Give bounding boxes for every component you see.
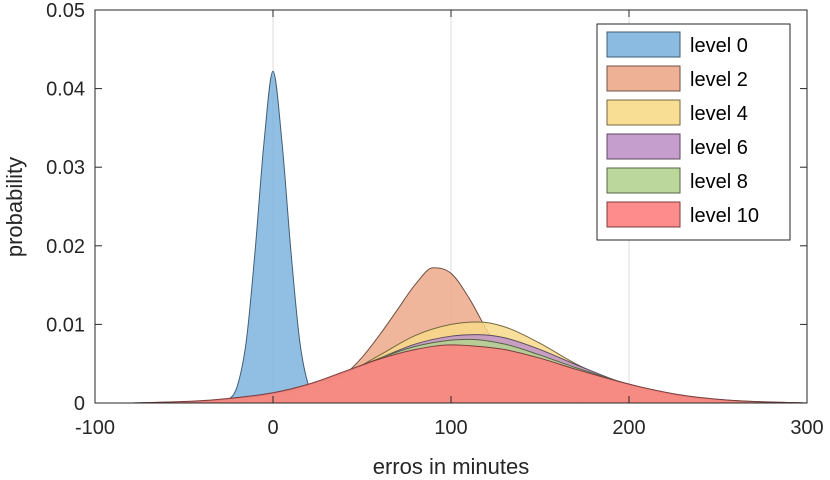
legend-label-level-2: level 2 <box>690 69 748 91</box>
x-tick-label: -100 <box>75 417 115 439</box>
x-tick-label: 300 <box>790 417 823 439</box>
legend-label-level-6: level 6 <box>690 137 748 159</box>
legend-label-level-10: level 10 <box>690 205 759 227</box>
y-tick-label: 0.04 <box>46 79 85 101</box>
y-tick-label: 0 <box>74 393 85 415</box>
axis-ticks <box>94 9 808 404</box>
y-tick-labels: 0 0.01 0.02 0.03 0.04 0.05 <box>46 0 85 415</box>
legend-swatch-level-0 <box>606 31 681 58</box>
legend-label-level-0: level 0 <box>690 35 748 57</box>
y-axis-title: probability <box>2 157 27 257</box>
legend: level 0 level 2 level 4 level 6 level 8 level… <box>596 23 791 241</box>
y-tick-label: 0.02 <box>46 236 85 258</box>
x-tick-label: 200 <box>612 417 645 439</box>
legend-swatch-level-8 <box>606 167 681 194</box>
legend-label-level-8: level 8 <box>690 171 748 193</box>
y-tick-label: 0.03 <box>46 157 85 179</box>
x-tick-label: 100 <box>434 417 467 439</box>
y-tick-label: 0.01 <box>46 314 85 336</box>
y-tick-label: 0.05 <box>46 0 85 22</box>
x-tick-labels: -100 0 100 200 300 <box>75 417 824 439</box>
series-areas <box>130 70 808 404</box>
area-level-10 <box>130 344 808 404</box>
x-tick-label: 0 <box>267 417 278 439</box>
legend-label-level-4: level 4 <box>690 103 748 125</box>
legend-swatch-level-6 <box>606 133 681 160</box>
legend-swatch-level-2 <box>606 65 681 92</box>
x-axis-title: erros in minutes <box>373 454 530 479</box>
legend-swatch-level-10 <box>606 201 681 228</box>
legend-swatch-level-4 <box>606 99 681 126</box>
